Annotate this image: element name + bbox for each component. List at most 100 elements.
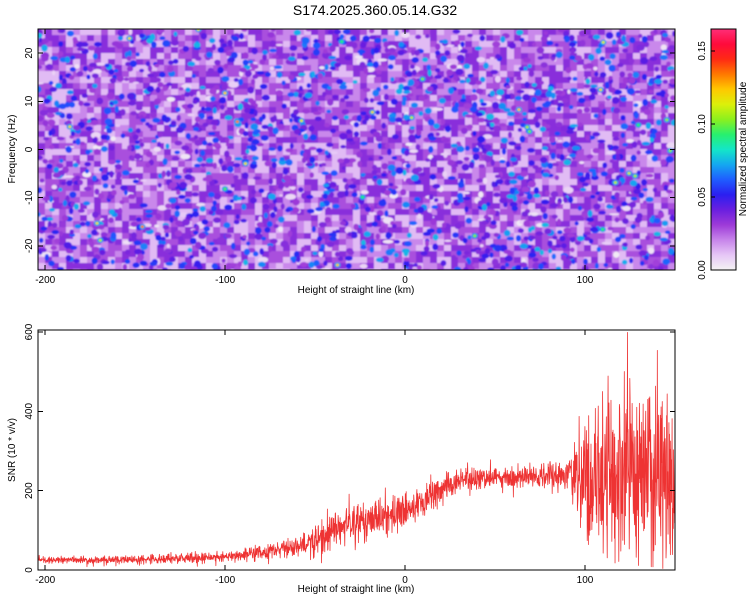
spectrogram-cell xyxy=(80,227,88,234)
spectrogram-cell xyxy=(248,167,256,174)
spectrogram-cell xyxy=(227,179,235,186)
spectrogram-cell xyxy=(402,197,410,204)
spectrogram-cell xyxy=(381,131,389,138)
spectrogram-cell xyxy=(661,191,669,198)
spectrogram-cell xyxy=(129,257,137,264)
spectrogram-blob xyxy=(237,261,242,268)
spectrogram-cell xyxy=(388,35,396,42)
spectrogram-cell xyxy=(94,113,102,120)
spectrogram-cell xyxy=(353,197,361,204)
spectrogram-cell xyxy=(521,71,529,78)
spectrogram-cell xyxy=(325,227,333,234)
spectrogram-blob xyxy=(418,111,424,117)
spectrogram-cell xyxy=(556,125,564,132)
spectrogram-cell xyxy=(633,203,641,210)
spectrogram-blob xyxy=(288,74,295,81)
spectrogram-cell xyxy=(185,53,193,60)
spectrogram-cell xyxy=(640,77,648,84)
spectrogram-cell xyxy=(59,185,67,192)
spectrogram-blob xyxy=(356,151,363,158)
spectrogram-cell xyxy=(444,215,452,222)
spectrogram-blob xyxy=(638,250,647,257)
spectrogram-blob xyxy=(108,217,114,224)
spectrogram-cell xyxy=(493,137,501,144)
spectrogram-cell xyxy=(87,245,95,252)
spectrogram-cell xyxy=(192,173,200,180)
spectrogram-cell xyxy=(668,221,675,228)
spectrogram-cell xyxy=(605,131,613,138)
spectrogram-cell xyxy=(346,83,354,90)
spectrogram-cell xyxy=(248,263,256,270)
spectrogram-light-patch xyxy=(132,81,140,85)
spectrogram-cell xyxy=(192,257,200,264)
spectrogram-blob xyxy=(662,32,669,38)
spectrogram-cell xyxy=(374,95,382,102)
spectrogram-cell xyxy=(388,95,396,102)
spectrogram-cell xyxy=(444,95,452,102)
spectrogram-cell xyxy=(101,101,109,108)
spectrogram-cell xyxy=(157,251,165,258)
spectrogram-cell xyxy=(304,101,312,108)
spectrogram-cell xyxy=(276,221,284,228)
spectrogram-cell xyxy=(493,185,501,192)
spectrogram-blob xyxy=(621,201,628,207)
spectrogram-cell xyxy=(59,71,67,78)
spectrogram-cell xyxy=(101,137,109,144)
spectrogram-cell xyxy=(262,149,270,156)
spectrogram-blob xyxy=(371,169,378,175)
spectrogram-cell xyxy=(563,221,571,228)
spectrogram-cell xyxy=(570,203,578,210)
spectrogram-blob xyxy=(267,126,274,132)
spectrogram-cell xyxy=(73,149,81,156)
spectrogram-cell xyxy=(612,47,620,54)
spectrogram-cell xyxy=(626,245,634,252)
spectrogram-cell xyxy=(374,149,382,156)
spectrogram-blob xyxy=(291,207,300,214)
spectrogram-cell xyxy=(143,95,151,102)
spectrogram-cell xyxy=(465,203,473,210)
spectrogram-cell xyxy=(129,35,137,42)
spectrogram-cell xyxy=(318,41,326,48)
spectrogram-cell xyxy=(479,113,487,120)
spectrogram-cell xyxy=(528,167,536,174)
spectrogram-cell xyxy=(185,209,193,216)
spectrogram-cell xyxy=(528,125,536,132)
spectrogram-cell xyxy=(136,149,144,156)
spectrogram-blob xyxy=(561,243,567,249)
spectrogram-cell xyxy=(150,155,158,162)
spectrogram-blob xyxy=(144,209,153,214)
spectrogram-cell xyxy=(374,119,382,126)
spectrogram-cell xyxy=(192,167,200,174)
spectrogram-cell xyxy=(38,77,46,84)
spectrogram-blob xyxy=(242,155,248,160)
spectrogram-cell xyxy=(199,89,207,96)
spectrogram-cell xyxy=(108,131,116,138)
spectrogram-blob xyxy=(271,54,279,59)
spectrogram-cell xyxy=(451,227,459,234)
spectrogram-cell xyxy=(52,191,60,198)
spectrogram-cell xyxy=(514,257,522,264)
spectrogram-cell xyxy=(409,119,417,126)
spectrogram-cell xyxy=(654,41,662,48)
spectrogram-cell xyxy=(668,227,675,234)
spectrogram-light-patch xyxy=(409,149,418,153)
spectrogram-cell xyxy=(80,185,88,192)
spectrogram-cell xyxy=(535,197,543,204)
spectrogram-cell xyxy=(528,215,536,222)
spectrogram-cell xyxy=(52,233,60,240)
spectrogram-cell xyxy=(360,215,368,222)
spectrogram-cell xyxy=(458,29,466,36)
spectrogram-blob xyxy=(66,113,73,120)
spectrogram-blob xyxy=(239,67,247,73)
spectrogram-blob xyxy=(472,130,477,137)
spectrogram-cell xyxy=(185,71,193,78)
spectrogram-cell xyxy=(367,119,375,126)
spectrogram-cell xyxy=(507,125,515,132)
spectrogram-cell xyxy=(157,107,165,114)
spectrogram-cell xyxy=(381,65,389,72)
spectrogram-cell xyxy=(577,167,585,174)
spectrogram-cell xyxy=(241,221,249,228)
spectrogram-cell xyxy=(297,53,305,60)
spectrogram-blob xyxy=(580,187,587,192)
